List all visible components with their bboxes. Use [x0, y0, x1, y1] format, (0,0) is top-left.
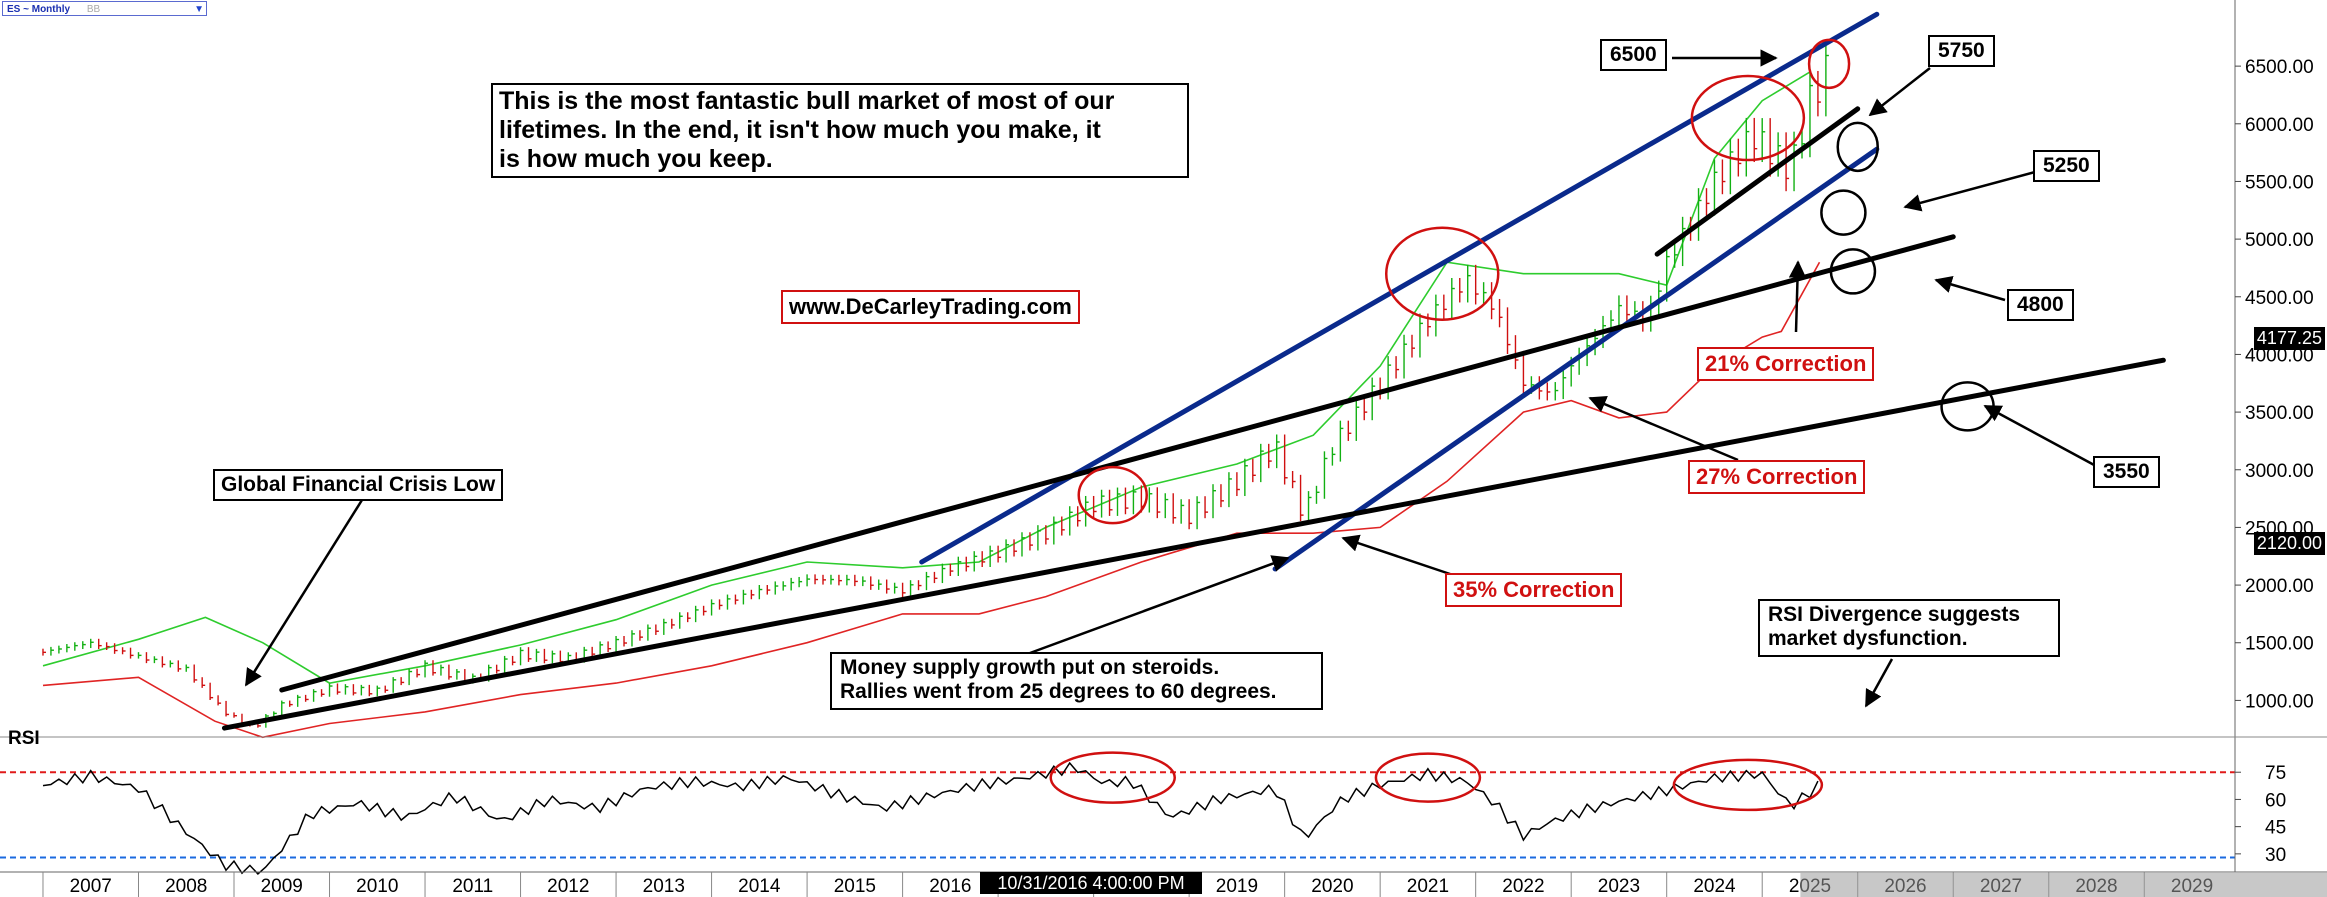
- correction-35-arrow: [1341, 534, 1454, 577]
- level-4800-callout: 4800: [2007, 289, 2074, 322]
- correction-21-arrow: [1788, 260, 1807, 333]
- rsi-divergence-callout: RSI Divergence suggests market dysfuncti…: [1758, 599, 2060, 657]
- top-2025-circle: [1807, 38, 1851, 90]
- level-5750-callout: 5750: [1928, 35, 1995, 68]
- year-tick-label: 2008: [165, 876, 207, 897]
- price-tick-label: 5500.00: [2245, 172, 2314, 193]
- price-tick-label: 3500.00: [2245, 403, 2314, 424]
- year-tick-label: 2021: [1407, 876, 1449, 897]
- rsi-2024-circle: [1672, 758, 1824, 812]
- gfc-callout: Global Financial Crisis Low: [213, 469, 504, 502]
- rsi-tick-label: 30: [2265, 845, 2286, 866]
- year-tick-label: 2015: [834, 876, 876, 897]
- year-tick-label: 2020: [1311, 876, 1353, 897]
- level-3550-callout: 3550: [2093, 456, 2160, 489]
- gfc-arrow: [244, 499, 364, 687]
- rsi-label: RSI: [8, 728, 40, 749]
- correction-35-callout: 35% Correction: [1445, 573, 1623, 607]
- bands: [42, 71, 1821, 739]
- year-tick-label: 2010: [356, 876, 398, 897]
- dropdown-arrow-icon[interactable]: ▼: [194, 4, 204, 15]
- symbol-name: ES ~ Monthly: [7, 4, 71, 15]
- annotation-marks: [244, 38, 2097, 812]
- website-callout: www.DeCarleyTrading.com: [781, 290, 1080, 324]
- rsi-divergence-arrow: [1864, 658, 1894, 708]
- trendline: [279, 234, 1956, 693]
- year-tick-label: 2007: [70, 876, 112, 897]
- year-tick-label: 2022: [1502, 876, 1544, 897]
- price-tick-label: 5000.00: [2245, 230, 2314, 251]
- rsi-tick-label: 60: [2265, 790, 2286, 811]
- level-5250-arrow: [1903, 170, 2036, 212]
- year-tick-label: 2023: [1598, 876, 1640, 897]
- rsi-line: [42, 761, 1819, 875]
- rsi-2018-circle: [1049, 751, 1176, 804]
- last-price-tag: 4177.25: [2253, 327, 2325, 350]
- year-tick-label: 2013: [643, 876, 685, 897]
- future-shade: [1800, 873, 2327, 897]
- headline-callout: This is the most fantastic bull market o…: [491, 83, 1189, 178]
- symbol-selector[interactable]: ES ~ Monthly BB ▼: [2, 1, 207, 16]
- level-5750-arrow: [1868, 67, 1931, 117]
- crosshair-price-tag: 2120.00: [2253, 532, 2325, 555]
- level-6500-callout: 6500: [1600, 39, 1667, 72]
- price-tick-label: 1000.00: [2245, 691, 2314, 712]
- year-tick-label: 2024: [1693, 876, 1736, 897]
- upper-band-line: [42, 71, 1811, 684]
- price-tick-label: 4000.00: [2245, 345, 2314, 366]
- top-2021-circle: [1384, 226, 1500, 321]
- trendline: [1272, 146, 1880, 572]
- year-tick-label: 2009: [261, 876, 303, 897]
- top-2018-circle: [1077, 465, 1148, 525]
- level-4800-circle: [1829, 248, 1877, 295]
- price-tick-label: 4500.00: [2245, 288, 2314, 309]
- price-tick-label: 6000.00: [2245, 115, 2314, 136]
- money-supply-callout: Money supply growth put on steroids. Ral…: [830, 652, 1323, 710]
- level-5250-callout: 5250: [2033, 150, 2100, 183]
- symbol-study: BB: [86, 4, 101, 15]
- price-tick-label: 2000.00: [2245, 576, 2314, 597]
- year-tick-label: 2014: [738, 876, 781, 897]
- price-tick-label: 3000.00: [2245, 461, 2314, 482]
- level-4800-arrow: [1934, 275, 2006, 302]
- year-tick-label: 2012: [547, 876, 589, 897]
- level-5750-circle: [1836, 121, 1879, 173]
- correction-27-arrow: [1588, 396, 1739, 462]
- price-tick-label: 1500.00: [2245, 634, 2314, 655]
- level-5250-circle: [1820, 189, 1867, 236]
- crosshair-time-tag: 10/31/2016 4:00:00 PM: [980, 872, 1202, 894]
- year-tick-label: 2019: [1216, 876, 1258, 897]
- year-tick-label: 2016: [929, 876, 971, 897]
- trendline: [221, 357, 2166, 731]
- trendlines: [221, 11, 2166, 731]
- year-tick-label: 2011: [452, 876, 493, 897]
- money-supply-arrow: [1029, 555, 1290, 655]
- rsi-pane: [0, 761, 2235, 875]
- trendline: [1654, 106, 1861, 257]
- rsi-tick-label: 45: [2265, 818, 2286, 839]
- trendline: [919, 11, 1880, 565]
- lower-band-line: [42, 261, 1821, 739]
- rsi-tick-label: 75: [2265, 763, 2286, 784]
- correction-21-callout: 21% Correction: [1697, 347, 1875, 381]
- price-tick-label: 6500.00: [2245, 57, 2314, 78]
- top-2024-circle: [1690, 74, 1806, 162]
- correction-27-callout: 27% Correction: [1688, 460, 1866, 494]
- rsi-2021-circle: [1374, 752, 1482, 803]
- level-3550-arrow: [1983, 404, 2097, 468]
